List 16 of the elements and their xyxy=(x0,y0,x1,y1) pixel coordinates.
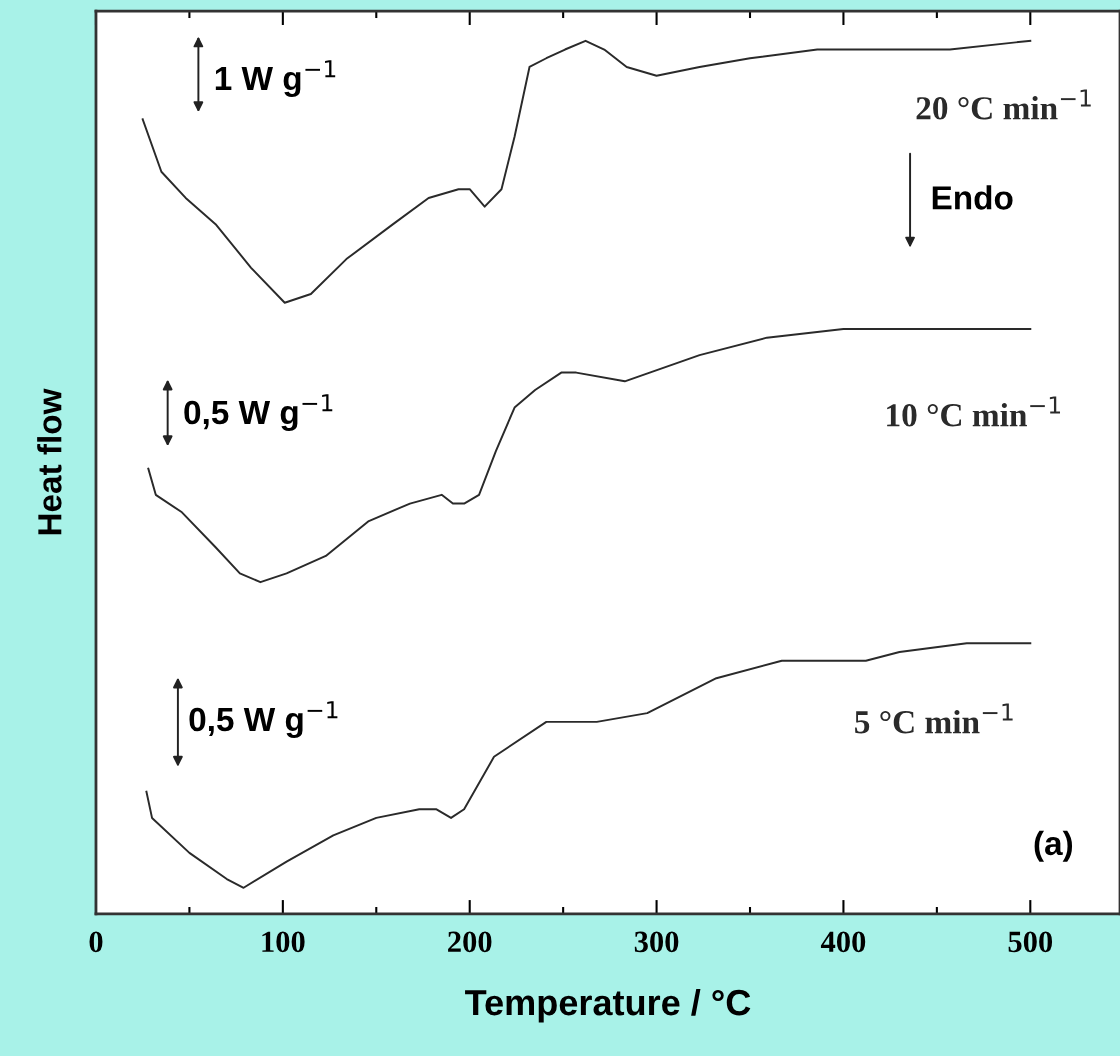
annotation: 0,5 W g$^{−1}$ xyxy=(184,394,333,432)
x-tick-label: 500 xyxy=(1008,931,1053,953)
annotation: 1 W g$^{−1}$ xyxy=(215,60,336,97)
x-tick-label: 200 xyxy=(448,931,492,953)
x-tick-label: 400 xyxy=(820,931,866,953)
annotation: (a) xyxy=(1034,830,1073,862)
y-axis-title: Heat flow xyxy=(37,388,62,535)
annotation: 0,5 W g$^{−1}$ xyxy=(189,701,338,739)
x-tick-label: 300 xyxy=(634,931,679,953)
x-axis-title: Temperature / °C xyxy=(465,988,751,1023)
series-label: 20 °C min$^{−1}$ xyxy=(916,89,1091,120)
x-tick-label: 0 xyxy=(89,931,103,953)
x-tick-label: 100 xyxy=(262,931,305,953)
annotation: Endo xyxy=(932,185,1013,210)
text: 10 °C min$^{−1}$ xyxy=(887,396,1061,427)
series-label: 5 °C min$^{−1}$ xyxy=(855,703,1013,734)
